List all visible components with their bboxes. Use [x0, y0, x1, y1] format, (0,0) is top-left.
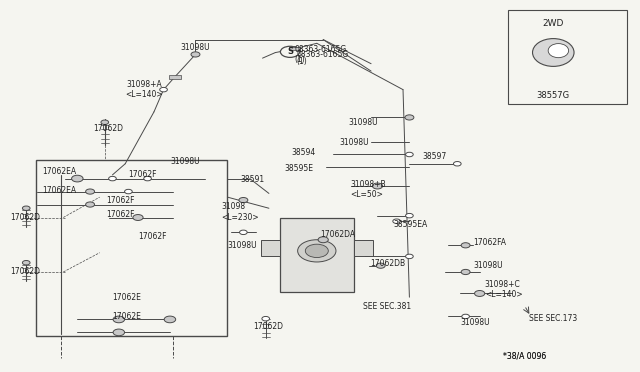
Text: 17062D: 17062D: [253, 322, 283, 331]
Text: (1): (1): [296, 57, 307, 65]
Circle shape: [461, 243, 470, 248]
Circle shape: [298, 240, 336, 262]
Circle shape: [462, 314, 469, 319]
Text: 31098U: 31098U: [180, 42, 211, 51]
Circle shape: [239, 198, 248, 203]
Circle shape: [144, 176, 152, 181]
Text: 38595E: 38595E: [285, 164, 314, 173]
Text: SEE SEC.173: SEE SEC.173: [529, 314, 578, 323]
Circle shape: [72, 175, 83, 182]
Bar: [353, 240, 372, 256]
Circle shape: [280, 46, 300, 57]
Circle shape: [291, 46, 298, 51]
Circle shape: [160, 87, 168, 92]
Text: 31098+B
<L=50>: 31098+B <L=50>: [351, 180, 387, 199]
Ellipse shape: [548, 44, 568, 58]
Circle shape: [376, 263, 385, 268]
Ellipse shape: [532, 39, 574, 66]
Circle shape: [393, 219, 401, 224]
Text: 31098+A
<L=140>: 31098+A <L=140>: [125, 80, 163, 99]
Text: 31098+C
<L=140>: 31098+C <L=140>: [484, 280, 522, 299]
Circle shape: [305, 244, 328, 257]
Text: 31098U: 31098U: [461, 318, 490, 327]
Text: 17062DA: 17062DA: [320, 230, 355, 240]
Text: 38597: 38597: [422, 152, 447, 161]
Text: 38557G: 38557G: [537, 90, 570, 100]
Text: *38/A 0096: *38/A 0096: [503, 351, 546, 360]
Text: 17062F: 17062F: [129, 170, 157, 179]
Bar: [261, 240, 280, 256]
Text: 17062E: 17062E: [113, 293, 141, 302]
Text: 38591: 38591: [240, 175, 264, 184]
Text: 2WD: 2WD: [543, 19, 564, 28]
Text: 17062EA: 17062EA: [42, 167, 76, 176]
Text: 31098
<L=230>: 31098 <L=230>: [221, 202, 259, 222]
Circle shape: [164, 316, 175, 323]
Circle shape: [406, 254, 413, 259]
Circle shape: [86, 202, 95, 207]
Text: 31098U: 31098U: [473, 261, 503, 270]
Circle shape: [461, 269, 470, 275]
Circle shape: [191, 52, 200, 57]
Text: 17062DB: 17062DB: [370, 259, 405, 267]
Bar: [169, 75, 181, 78]
Circle shape: [406, 152, 413, 157]
Circle shape: [406, 214, 413, 218]
Text: 31098U: 31098U: [170, 157, 200, 166]
Circle shape: [113, 316, 125, 323]
Circle shape: [101, 120, 109, 125]
Circle shape: [113, 329, 125, 336]
Text: 17062EA: 17062EA: [42, 186, 76, 195]
Text: 17062F: 17062F: [106, 196, 134, 205]
Text: 17062D: 17062D: [10, 267, 40, 276]
Circle shape: [22, 260, 30, 265]
Circle shape: [239, 230, 247, 235]
Text: 17062F: 17062F: [138, 231, 166, 241]
Text: 38595EA: 38595EA: [394, 221, 428, 230]
Text: 17062FA: 17062FA: [473, 238, 506, 247]
Text: 38594: 38594: [291, 148, 316, 157]
Circle shape: [405, 115, 414, 120]
Circle shape: [109, 176, 116, 181]
Text: SEE SEC.381: SEE SEC.381: [364, 302, 412, 311]
Text: 08363-6165G: 08363-6165G: [296, 50, 349, 59]
Bar: [36, 160, 227, 336]
Text: 31098U: 31098U: [339, 138, 369, 147]
Text: S: S: [287, 47, 293, 56]
Circle shape: [318, 237, 328, 243]
Bar: [508, 10, 627, 105]
Text: 08363-6165G
(1): 08363-6165G (1): [294, 45, 347, 64]
Text: 31098U: 31098U: [349, 119, 378, 128]
Circle shape: [125, 189, 132, 194]
Circle shape: [474, 291, 484, 296]
Circle shape: [22, 206, 30, 211]
Text: 17062F: 17062F: [106, 211, 134, 219]
Circle shape: [86, 189, 95, 194]
Text: 17062E: 17062E: [113, 312, 141, 321]
Bar: [289, 47, 300, 50]
Text: *38/A 0096: *38/A 0096: [503, 351, 546, 360]
Text: 31098U: 31098U: [227, 241, 257, 250]
Circle shape: [133, 215, 143, 221]
Circle shape: [262, 317, 269, 321]
Text: 17062D: 17062D: [93, 124, 124, 133]
Bar: [280, 218, 353, 292]
Circle shape: [372, 183, 383, 189]
Text: 17062D: 17062D: [10, 213, 40, 222]
Circle shape: [454, 161, 461, 166]
